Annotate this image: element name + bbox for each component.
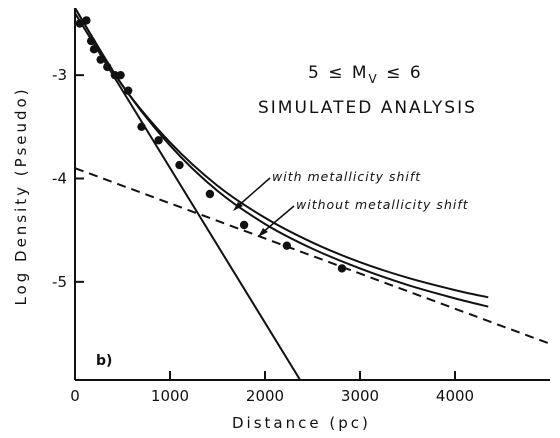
series-line-1 — [75, 8, 489, 308]
x-tick-label: 1000 — [151, 387, 189, 405]
data-point — [154, 136, 163, 145]
annotation-arrowhead-without-shift — [258, 228, 268, 237]
title-part-1: 5 ≤ M — [308, 63, 369, 83]
data-point — [82, 16, 91, 25]
data-point — [124, 86, 133, 95]
series-line-3 — [75, 167, 550, 345]
plot-frame — [74, 8, 550, 381]
data-point — [116, 70, 125, 80]
data-point — [175, 160, 184, 170]
data-point — [337, 264, 347, 273]
data-point — [137, 122, 146, 132]
data-point — [75, 19, 84, 28]
data-point — [282, 241, 292, 250]
y-tick-label: -3 — [52, 66, 67, 84]
annotation-arrow-without-shift — [261, 205, 295, 234]
data-point — [239, 220, 249, 230]
x-axis-label: Distance (pc) — [232, 414, 371, 432]
data-point — [205, 189, 215, 199]
x-tick-label: 3000 — [341, 387, 379, 405]
annotation-arrowhead-with-shift — [233, 202, 243, 211]
y-axis-label: Log Density (Pseudo) — [12, 86, 30, 305]
data-point — [89, 45, 99, 54]
annotation-with-shift: with metallicity shift — [272, 169, 421, 184]
data-point — [103, 62, 112, 72]
series-line-0 — [75, 8, 489, 299]
data-point — [96, 55, 105, 64]
x-tick-label: 2000 — [246, 387, 284, 405]
data-points — [75, 16, 347, 273]
chart-subtitle: SIMULATED ANALYSIS — [258, 98, 477, 118]
title-subscript: V — [369, 72, 379, 86]
panel-label: b) — [96, 353, 112, 369]
x-tick-label: 4000 — [436, 387, 474, 405]
y-tick-label: -5 — [52, 273, 67, 291]
x-tick-label: 0 — [70, 387, 80, 405]
axis-ticks: 0 1000 2000 3000 4000 -3 -4 -5 — [52, 66, 474, 405]
chart-title: 5 ≤ MV ≤ 6 — [308, 63, 423, 86]
y-tick-label: -4 — [52, 170, 67, 188]
data-point — [86, 36, 96, 46]
annotation-without-shift: without metallicity shift — [296, 197, 469, 212]
annotation-arrow-with-shift — [236, 177, 271, 208]
title-part-2: ≤ 6 — [379, 63, 423, 83]
